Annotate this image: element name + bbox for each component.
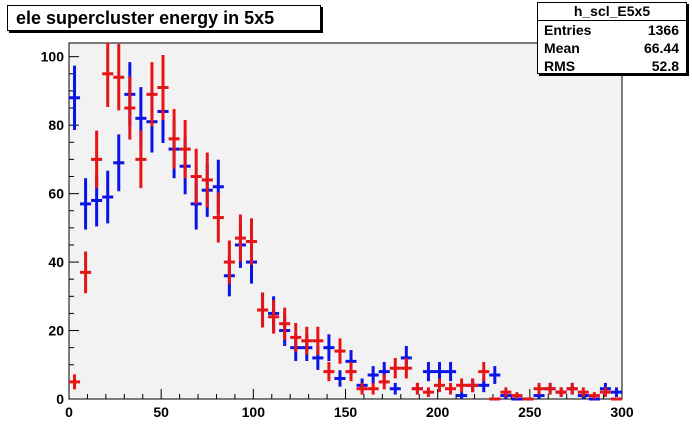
x-tick-label: 250 — [518, 404, 542, 420]
data-point-red — [588, 392, 600, 399]
data-point-red — [411, 382, 423, 395]
data-point-red — [279, 307, 291, 340]
axes: 0 50 100 150 200 250 300 0 20 40 60 80 100 — [41, 49, 634, 420]
title-box: ele supercluster energy in 5x5 — [7, 5, 321, 31]
data-point-red — [445, 382, 457, 395]
stats-label-rms: RMS — [544, 58, 576, 74]
y-tick-label: 60 — [48, 186, 64, 202]
data-point-blue — [445, 362, 457, 382]
data-point-red — [478, 362, 490, 382]
data-point-red — [223, 240, 235, 284]
data-point-red — [334, 338, 346, 364]
data-point-blue — [334, 370, 346, 387]
data-point-red — [113, 44, 125, 111]
stats-row-mean: Mean 66.44 — [538, 39, 686, 57]
data-point-red — [179, 120, 191, 179]
data-point-blue — [489, 366, 501, 384]
x-tick-label: 200 — [426, 404, 450, 420]
data-point-blue — [389, 382, 401, 395]
chart-title: ele supercluster energy in 5x5 — [16, 8, 275, 28]
data-point-red — [356, 382, 368, 395]
data-point-blue — [102, 170, 114, 224]
data-point-red — [500, 387, 512, 397]
data-point-red — [135, 130, 147, 189]
stats-label-entries: Entries — [544, 22, 592, 38]
data-point-red — [124, 76, 136, 140]
x-tick-label: 0 — [65, 404, 73, 420]
data-point-red — [312, 326, 324, 355]
stats-histogram-name: h_scl_E5x5 — [538, 3, 686, 21]
data-point-blue — [367, 366, 379, 384]
data-point-red — [422, 387, 434, 397]
data-point-red — [467, 378, 479, 393]
stats-box: h_scl_E5x5 Entries 1366 Mean 66.44 RMS 5… — [537, 2, 687, 74]
data-point-red — [102, 43, 114, 108]
data-point-red — [290, 323, 302, 352]
x-tick-label: 150 — [334, 404, 358, 420]
data-point-blue — [113, 134, 125, 192]
data-point-blue — [80, 178, 92, 230]
data-point-red — [157, 54, 169, 121]
data-point-red — [91, 130, 103, 189]
y-tick-label: 100 — [41, 49, 65, 65]
data-point-red — [400, 357, 412, 379]
stats-label-mean: Mean — [544, 40, 580, 56]
x-tick-label: 100 — [242, 404, 266, 420]
data-point-red — [511, 392, 523, 399]
data-point-red — [80, 251, 92, 294]
data-point-red — [555, 387, 567, 397]
data-point-red — [389, 357, 401, 379]
data-point-red — [456, 378, 468, 393]
data-point-red — [201, 152, 213, 208]
data-point-blue — [433, 362, 446, 382]
data-point-red — [69, 374, 81, 390]
data-point-red — [433, 378, 446, 393]
data-points — [69, 43, 622, 401]
stats-value-entries: 1366 — [647, 22, 679, 38]
data-point-red — [301, 326, 313, 355]
x-tick-label: 300 — [610, 404, 634, 420]
data-point-blue — [610, 387, 622, 397]
y-tick-label: 40 — [48, 254, 64, 270]
data-point-red — [257, 292, 269, 328]
data-point-red — [323, 362, 335, 382]
stats-row-entries: Entries 1366 — [538, 21, 686, 39]
data-point-blue — [456, 392, 468, 399]
x-tick-label: 50 — [153, 404, 169, 420]
y-tick-label: 0 — [56, 391, 64, 407]
data-point-red — [599, 387, 611, 397]
data-point-red — [168, 109, 180, 169]
data-point-blue — [422, 362, 434, 382]
y-tick-label: 20 — [48, 323, 64, 339]
data-point-red — [367, 382, 379, 395]
data-point-red — [577, 387, 589, 397]
data-point-blue — [69, 65, 81, 130]
data-point-red — [245, 218, 258, 265]
data-point-blue — [323, 334, 335, 362]
data-point-red — [234, 214, 246, 262]
data-point-red — [345, 362, 357, 382]
stats-row-rms: RMS 52.8 — [538, 57, 686, 75]
plot-frame — [68, 42, 623, 400]
y-tick-label: 80 — [48, 117, 64, 133]
data-point-red — [533, 382, 545, 395]
data-point-red — [190, 148, 202, 205]
stats-value-mean: 66.44 — [643, 40, 679, 56]
stats-value-rms: 52.8 — [651, 58, 679, 74]
data-point-red — [566, 382, 578, 395]
data-point-red — [212, 192, 224, 243]
data-point-red — [146, 62, 158, 127]
data-point-red — [544, 382, 556, 395]
data-point-red — [378, 374, 390, 390]
data-point-red — [268, 300, 280, 334]
